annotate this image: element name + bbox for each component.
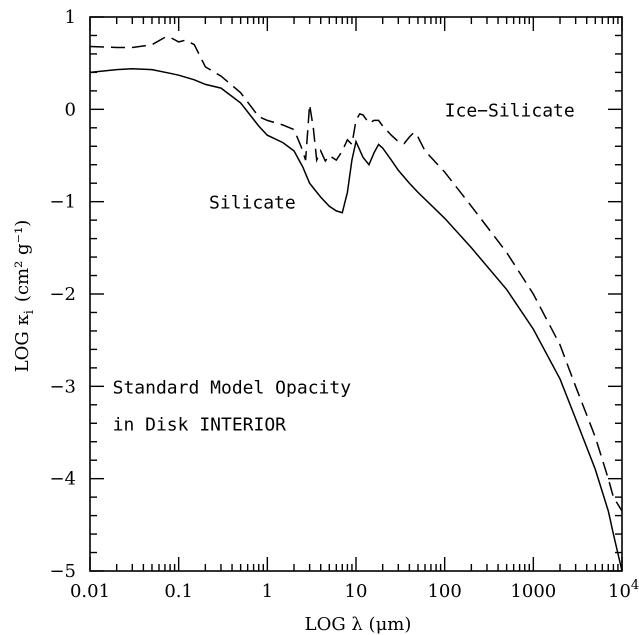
series-group bbox=[89, 36, 623, 572]
y-tick-label: −1 bbox=[49, 192, 76, 213]
x-tick-label: 100 bbox=[427, 581, 461, 602]
series-silicate bbox=[89, 67, 623, 572]
y-tick-label: −3 bbox=[49, 376, 76, 397]
x-axis-title-text: LOG λ (μm) bbox=[305, 614, 412, 635]
axis-ticks bbox=[89, 16, 623, 572]
annotation-0: Ice−Silicate bbox=[445, 100, 575, 121]
x-tick-label: 0.1 bbox=[164, 581, 193, 602]
x-tick-label: 104 bbox=[608, 578, 639, 602]
annotation-2: Standard Model Opacity bbox=[113, 377, 352, 398]
y-tick-label: 0 bbox=[65, 99, 76, 120]
y-axis-title-units: (cm² g⁻¹) bbox=[12, 220, 33, 302]
annotation-3: in Disk INTERIOR bbox=[113, 414, 287, 435]
y-tick-label: −2 bbox=[49, 284, 76, 305]
y-tick-label: −4 bbox=[49, 469, 76, 490]
y-axis-title-subscript: i bbox=[22, 310, 37, 314]
series-ice-silicate bbox=[89, 36, 623, 512]
x-tick-label: 0.01 bbox=[70, 581, 110, 602]
y-axis-title: LOG κi (cm² g⁻¹) bbox=[12, 220, 37, 373]
x-tick-label: 10 bbox=[345, 581, 368, 602]
x-axis-title: LOG λ (μm) bbox=[305, 614, 412, 635]
x-tick-label: 1 bbox=[262, 581, 273, 602]
y-axis-title-main: LOG κ bbox=[12, 313, 33, 372]
annotation-1: Silicate bbox=[209, 193, 296, 214]
annotations: Ice−Silicate Silicate Standard Model Opaci… bbox=[113, 100, 575, 435]
y-tick-label: 1 bbox=[65, 7, 76, 28]
y-tick-label: −5 bbox=[49, 561, 76, 582]
x-tick-label: 1000 bbox=[510, 581, 556, 602]
